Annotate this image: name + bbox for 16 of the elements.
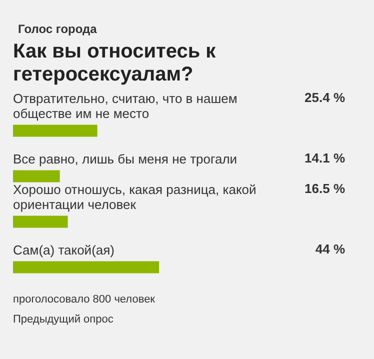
data-label: 25.4 %: [304, 90, 346, 105]
bar: [13, 124, 98, 137]
text: Предыдущий опрос: [13, 314, 114, 326]
y-tick-label: Отвратительно, считаю, что в нашем обществе им не место: [13, 90, 238, 121]
chart-subtitle: Голос города: [18, 22, 98, 36]
bar: [13, 216, 68, 228]
y-tick-label: Сам(а) такой(ая): [13, 242, 114, 258]
bar: [13, 170, 60, 182]
y-tick-label: Хорошо отношусь, какая разница, какой ориентации человек: [13, 182, 256, 212]
y-tick-label: Все равно, лишь бы меня не трогали: [13, 151, 238, 166]
text: проголосовало 800 человек: [13, 294, 156, 306]
chart-title: Как вы относитесь к гетеросексуалам?: [13, 40, 217, 86]
data-label: 16.5 %: [304, 180, 346, 196]
data-label: 14.1 %: [304, 150, 346, 166]
bar: [13, 261, 160, 274]
data-label: 44 %: [315, 241, 346, 256]
